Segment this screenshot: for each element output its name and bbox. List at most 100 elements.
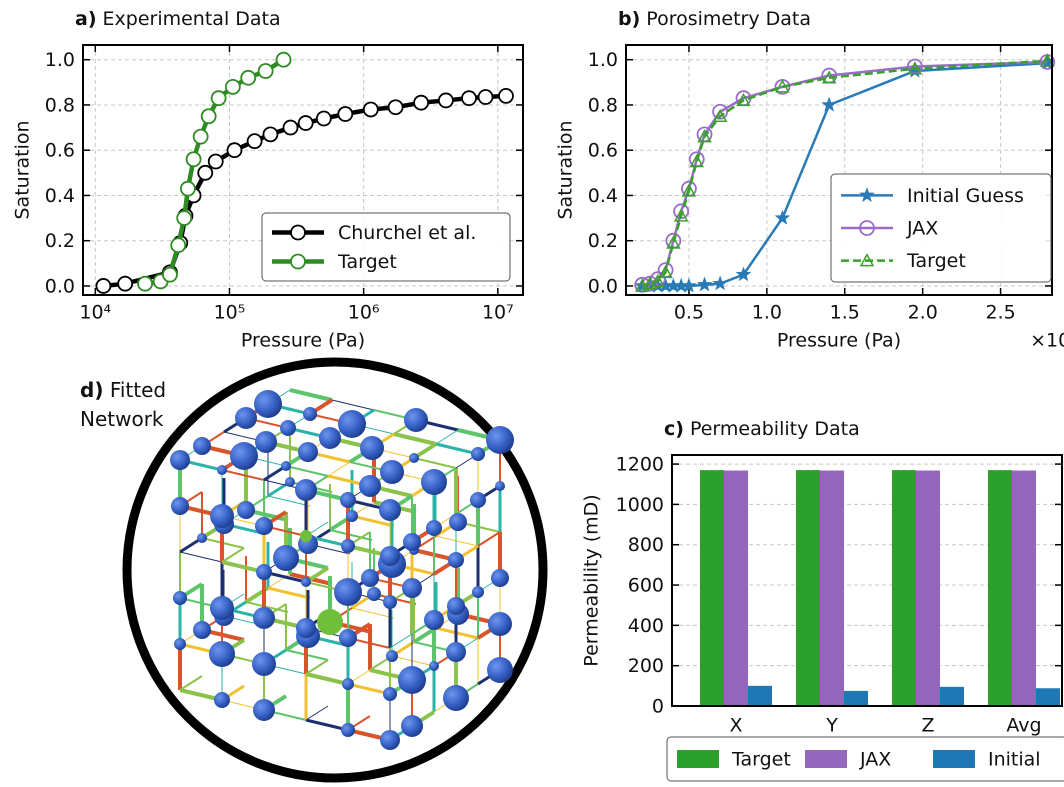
network-node <box>253 699 275 721</box>
panel-label: c) <box>664 418 684 440</box>
title-text: Porosimetry Data <box>646 8 811 30</box>
legend-label: Churchel et al. <box>338 222 476 244</box>
marker <box>282 119 299 136</box>
network-edge <box>221 469 265 481</box>
network-node <box>380 460 404 484</box>
network-node <box>402 578 422 598</box>
network-node <box>424 610 444 630</box>
legend-marker <box>290 253 306 270</box>
marker <box>498 88 514 104</box>
marker <box>170 237 187 254</box>
legend-label: Initial <box>988 749 1041 771</box>
network-edge <box>267 495 311 507</box>
network-node <box>298 442 318 462</box>
x-offset-label: ×10⁵ <box>1030 330 1064 352</box>
marker <box>179 180 196 197</box>
network-node <box>174 638 186 650</box>
bar <box>844 690 868 706</box>
network-node <box>235 407 257 429</box>
network-node <box>193 437 211 455</box>
network-node <box>210 504 234 528</box>
marker <box>712 108 728 123</box>
network-edge <box>413 457 457 469</box>
network-node <box>403 533 421 551</box>
title-text: Experimental Data <box>103 8 281 30</box>
legend-box <box>830 173 1052 283</box>
network-node <box>346 510 358 522</box>
network-node <box>449 513 467 531</box>
network-node <box>255 517 273 535</box>
marker <box>246 133 263 150</box>
network-node <box>471 447 485 461</box>
network-node <box>447 597 465 615</box>
marker <box>185 151 202 168</box>
marker <box>712 275 728 291</box>
marker <box>200 108 217 125</box>
network-node <box>237 501 255 519</box>
network-edge <box>179 551 223 563</box>
network-node <box>386 650 398 662</box>
y-tick-label: 1.0 <box>45 49 75 71</box>
chart-title: c) Permeability Data <box>664 418 860 440</box>
y-tick-label: 600 <box>628 575 664 597</box>
marker <box>95 278 112 294</box>
network-node <box>426 520 442 536</box>
x-tick-label: 10⁷ <box>482 302 514 324</box>
x-tick-label: 10⁵ <box>214 302 246 324</box>
y-tick-label: 0.6 <box>45 140 75 162</box>
marker <box>696 276 713 292</box>
network-node <box>340 492 356 508</box>
y-tick-label: 0.8 <box>45 94 75 116</box>
network-node <box>421 469 447 495</box>
plot-frame <box>671 454 1063 707</box>
x-axis-label: Pressure (Pa) <box>777 330 901 352</box>
network-edge <box>221 547 245 563</box>
network-node <box>379 499 401 521</box>
network-node <box>342 678 354 690</box>
y-axis-label: Permeability (mD) <box>581 494 603 666</box>
x-tick-label: 10⁶ <box>348 302 380 324</box>
legend-label: JAX <box>906 218 938 240</box>
marker <box>197 164 214 181</box>
network-node <box>255 431 277 453</box>
network-node <box>443 685 469 711</box>
x-tick-label: 10⁴ <box>79 302 111 324</box>
bar <box>916 470 940 706</box>
network-edge <box>435 442 479 456</box>
network-node <box>210 596 234 620</box>
network-node <box>256 564 272 580</box>
network-node <box>429 661 439 671</box>
x-tick-label: 0.5 <box>674 302 704 324</box>
network-node <box>301 577 311 587</box>
y-tick-label: 0 <box>652 696 664 718</box>
network-node <box>173 591 187 605</box>
marker <box>681 183 697 197</box>
marker <box>775 79 790 93</box>
network-edge <box>435 535 479 547</box>
network-edge <box>305 672 349 686</box>
network-node <box>360 436 384 460</box>
y-tick-label: 0.0 <box>588 275 618 297</box>
network-node <box>171 497 189 515</box>
network-edge <box>331 399 375 411</box>
marker <box>275 51 292 68</box>
network-edge <box>389 633 413 649</box>
x-tick-label: Y <box>825 715 838 737</box>
marker <box>437 92 454 109</box>
marker <box>712 103 729 120</box>
marker <box>315 110 332 127</box>
network-edge <box>305 705 329 721</box>
network-node <box>285 477 295 487</box>
network-node <box>170 450 190 470</box>
y-tick-label: 1.0 <box>588 49 618 71</box>
network-node <box>209 641 235 667</box>
network-node <box>404 408 428 432</box>
y-tick-label: 0.4 <box>588 185 618 207</box>
title-text: Permeability Data <box>690 418 860 440</box>
legend-label: Initial Guess <box>907 185 1024 207</box>
network-edge <box>329 529 373 541</box>
marker <box>821 96 837 112</box>
panel-label: a) <box>75 8 97 30</box>
network-node <box>341 539 355 553</box>
